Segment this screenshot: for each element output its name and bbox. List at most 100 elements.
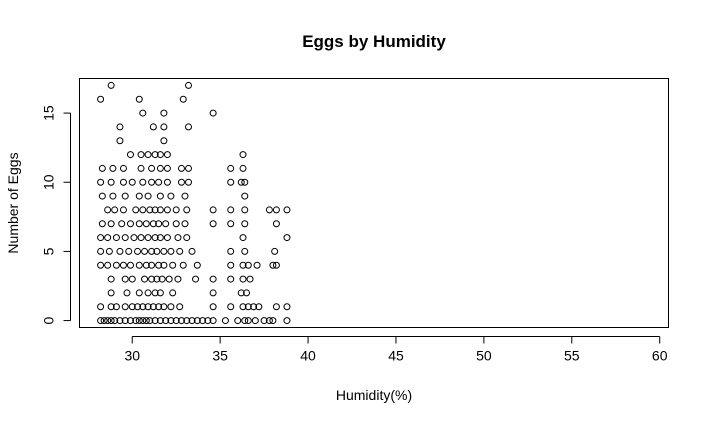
data-point (97, 261, 105, 269)
data-point (121, 317, 129, 325)
data-point (239, 234, 247, 242)
data-point (174, 234, 182, 242)
data-point (241, 247, 249, 255)
data-point (97, 178, 105, 186)
data-point (160, 123, 168, 131)
data-point (185, 178, 193, 186)
data-point (105, 247, 113, 255)
data-point (149, 220, 157, 228)
data-point (116, 247, 124, 255)
data-point (260, 317, 268, 325)
data-point (137, 234, 145, 242)
data-point (135, 261, 143, 269)
data-point (112, 261, 120, 269)
data-point (156, 317, 164, 325)
data-point (111, 206, 119, 214)
data-point (146, 206, 154, 214)
data-point (239, 164, 247, 172)
data-point (139, 109, 147, 117)
data-point (179, 261, 187, 269)
data-point (244, 261, 252, 269)
x-tick-label: 40 (300, 348, 316, 364)
data-point (153, 247, 161, 255)
x-tick-label: 50 (476, 348, 492, 364)
data-point (142, 317, 150, 325)
x-axis: 30 35 40 45 50 55 60 (124, 336, 668, 364)
data-point (163, 206, 171, 214)
data-point (239, 261, 247, 269)
data-point (151, 317, 159, 325)
data-point (162, 317, 170, 325)
data-point (155, 303, 163, 311)
data-point (193, 261, 201, 269)
data-point (227, 275, 235, 283)
data-point (104, 234, 112, 242)
y-axis-title: Number of Eggs (5, 152, 21, 253)
data-point (209, 303, 217, 311)
data-point (121, 192, 129, 200)
x-tick-label: 35 (212, 348, 228, 364)
data-point (98, 192, 106, 200)
data-point (153, 275, 161, 283)
data-point (227, 178, 235, 186)
data-point (227, 261, 235, 269)
data-point (162, 220, 170, 228)
data-point (148, 178, 156, 186)
data-point (155, 220, 163, 228)
data-point (119, 206, 127, 214)
data-point (156, 234, 164, 242)
data-point (135, 95, 143, 103)
data-point (167, 192, 175, 200)
data-point (174, 275, 182, 283)
data-point (237, 178, 245, 186)
data-point (160, 261, 168, 269)
data-point (177, 178, 185, 186)
data-point (125, 247, 133, 255)
data-point (135, 289, 143, 297)
data-point (121, 234, 129, 242)
data-point (239, 151, 247, 159)
data-point (116, 137, 124, 145)
data-point (251, 317, 259, 325)
data-point (123, 289, 131, 297)
data-point (192, 275, 200, 283)
data-point (97, 303, 105, 311)
data-point (139, 178, 147, 186)
data-point (107, 317, 115, 325)
data-point (149, 123, 157, 131)
data-point (209, 206, 217, 214)
data-point (176, 247, 184, 255)
data-point (107, 303, 115, 311)
data-point (241, 220, 249, 228)
data-point (250, 303, 258, 311)
data-point (139, 206, 147, 214)
data-point (160, 303, 168, 311)
data-point (160, 109, 168, 117)
data-point (272, 220, 280, 228)
data-point (156, 151, 164, 159)
data-point (221, 317, 229, 325)
data-point (144, 289, 152, 297)
data-point (179, 95, 187, 103)
data-point (181, 220, 189, 228)
data-point (107, 178, 115, 186)
data-point (146, 317, 154, 325)
data-point (97, 247, 105, 255)
data-point (100, 317, 108, 325)
data-point (185, 81, 193, 89)
data-point (121, 303, 129, 311)
data-point (116, 123, 124, 131)
data-point (209, 289, 217, 297)
data-point (269, 317, 277, 325)
data-point (151, 289, 159, 297)
data-point (241, 317, 249, 325)
data-point (283, 206, 291, 214)
data-point (227, 220, 235, 228)
data-point (112, 234, 120, 242)
data-point (119, 261, 127, 269)
data-point (241, 178, 249, 186)
data-point (160, 247, 168, 255)
data-point (227, 206, 235, 214)
data-point (244, 317, 252, 325)
data-point (142, 220, 150, 228)
